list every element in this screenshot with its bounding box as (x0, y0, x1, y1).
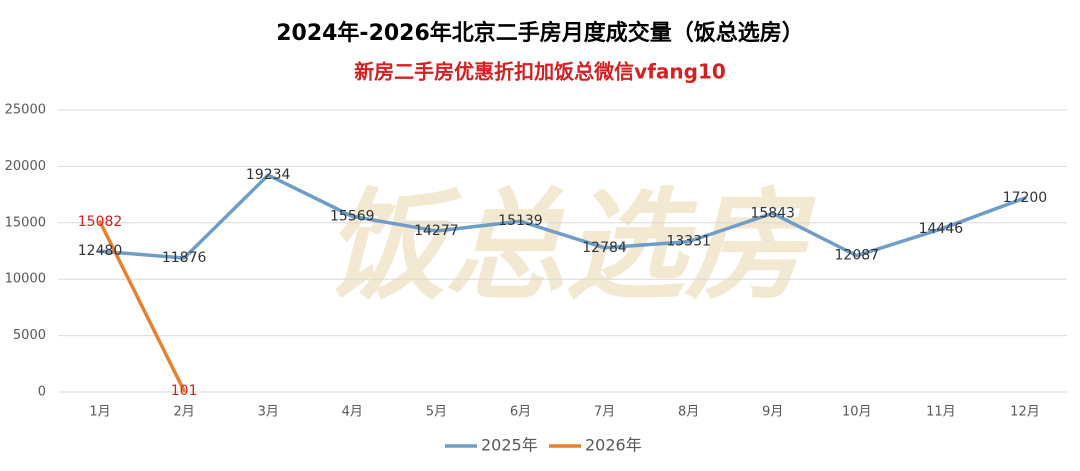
data-label: 15139 (498, 213, 543, 229)
data-label: 13331 (666, 234, 711, 250)
x-tick-label: 7月 (594, 405, 615, 420)
data-label: 14277 (414, 223, 459, 239)
x-tick-label: 12月 (1010, 405, 1040, 420)
legend-label: 2026年 (585, 436, 642, 455)
x-tick-label: 10月 (842, 405, 872, 420)
x-tick-label: 6月 (510, 405, 531, 420)
data-label: 101 (171, 383, 198, 399)
data-label: 14446 (919, 221, 964, 237)
y-tick-label: 20000 (5, 159, 46, 174)
y-tick-label: 0 (38, 385, 46, 400)
data-label: 12784 (582, 240, 627, 256)
y-tick-label: 5000 (13, 328, 46, 343)
data-label: 17200 (1003, 190, 1048, 206)
data-label: 15843 (750, 205, 795, 221)
x-tick-label: 4月 (342, 405, 363, 420)
legend-label: 2025年 (481, 436, 538, 455)
series-line (98, 173, 1027, 260)
data-label: 12087 (835, 248, 880, 264)
chart-title: 2024年-2026年北京二手房月度成交量（饭总选房） (276, 20, 804, 46)
x-tick-label: 5月 (426, 405, 447, 420)
x-tick-label: 9月 (762, 405, 783, 420)
x-tick-label: 2月 (173, 405, 194, 420)
x-tick-label: 8月 (678, 405, 699, 420)
x-tick-label: 1月 (89, 405, 110, 420)
y-tick-label: 25000 (5, 103, 46, 118)
x-tick-label: 3月 (258, 405, 279, 420)
data-label: 15082 (78, 214, 123, 230)
data-label: 19234 (246, 167, 291, 183)
data-label: 12480 (78, 243, 123, 259)
y-tick-label: 15000 (5, 215, 46, 230)
data-label: 15569 (330, 208, 375, 224)
y-tick-label: 10000 (5, 272, 46, 287)
watermark: 饭总选房 (325, 178, 816, 317)
x-tick-label: 11月 (926, 405, 956, 420)
chart-subtitle: 新房二手房优惠折扣加饭总微信vfang10 (354, 60, 726, 84)
data-label: 11876 (162, 250, 207, 266)
series-line (98, 220, 186, 393)
